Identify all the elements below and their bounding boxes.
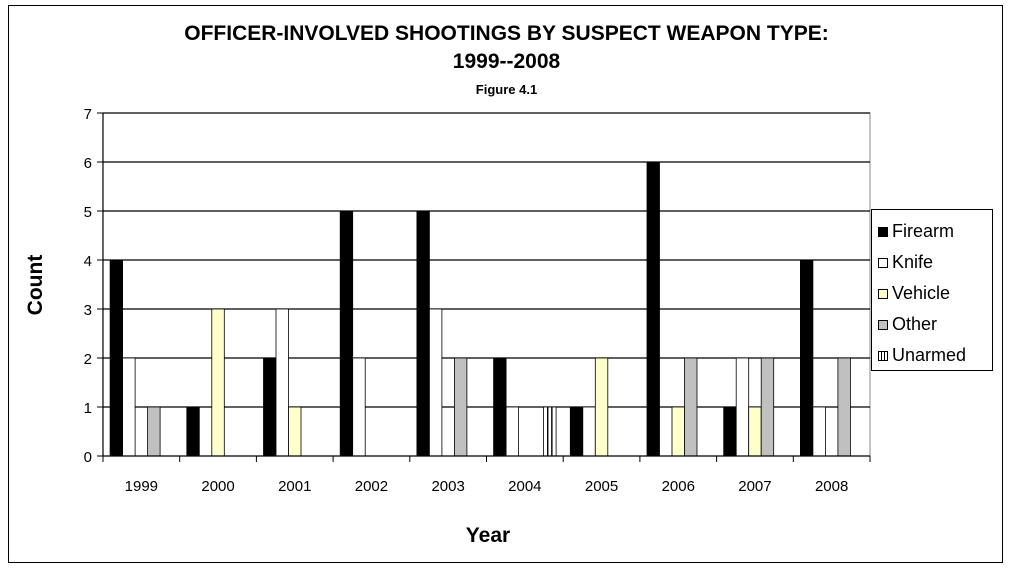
legend-label-unarmed: Unarmed [892,345,966,366]
legend: Firearm Knife Vehicle Other Unarmed [871,209,993,371]
x-tick-label: 2002 [355,478,388,495]
bar-knife-2007 [736,358,749,456]
bar-other-1999 [148,407,161,456]
bar-firearm-2000 [187,407,200,456]
bar-knife-2004 [506,407,518,456]
x-tick-label: 1999 [125,478,158,495]
y-tick-label: 2 [84,351,92,368]
y-tick-label: 4 [84,253,92,270]
bar-firearm-2006 [647,162,660,456]
legend-item-knife: Knife [878,247,992,278]
x-tick-label: 2003 [431,478,464,495]
bar-knife-2001 [276,309,289,456]
bar-vehicle-2006 [672,407,685,456]
bar-firearm-2005 [570,407,583,456]
bar-firearm-2001 [264,358,277,456]
legend-swatch-knife [878,258,888,268]
bar-firearm-2002 [340,211,353,456]
legend-swatch-firearm [878,227,888,237]
x-tick-label: 2001 [278,478,311,495]
x-tick-label: 2000 [201,478,234,495]
x-tick-label: 2005 [585,478,618,495]
bar-other-2008 [838,358,851,456]
legend-item-other: Other [878,309,992,340]
x-tick-label: 2004 [508,478,541,495]
y-tick-label: 5 [84,204,92,221]
bar-vehicle-2000 [212,309,225,456]
legend-label-knife: Knife [892,252,933,273]
bar-unarmed-2004 [544,407,557,456]
legend-item-vehicle: Vehicle [878,278,992,309]
bar-firearm-2007 [724,407,737,456]
bar-vehicle-2001 [289,407,302,456]
legend-swatch-vehicle [878,289,888,299]
legend-label-other: Other [892,314,937,335]
bar-knife-2008 [813,407,826,456]
bar-knife-2002 [353,358,366,456]
bar-firearm-2004 [494,358,507,456]
y-tick-label: 1 [84,400,92,417]
legend-swatch-other [878,320,888,330]
bar-vehicle-2005 [595,358,608,456]
x-tick-label: 2007 [738,478,771,495]
y-tick-label: 3 [84,302,92,319]
y-tick-label: 7 [84,106,92,123]
bar-firearm-1999 [110,260,123,456]
bar-knife-1999 [123,358,136,456]
legend-label-vehicle: Vehicle [892,283,950,304]
legend-label-firearm: Firearm [892,221,954,242]
bar-knife-2003 [429,309,442,456]
bar-firearm-2003 [417,211,430,456]
legend-item-unarmed: Unarmed [878,340,992,371]
bar-other-2007 [761,358,774,456]
legend-item-firearm: Firearm [878,216,992,247]
bar-firearm-2008 [800,260,813,456]
x-tick-label: 2008 [815,478,848,495]
bar-knife-2005 [583,407,596,456]
y-tick-label: 6 [84,155,92,172]
bar-other-2006 [685,358,698,456]
bar-vehicle-2007 [749,407,762,456]
x-tick-label: 2006 [662,478,695,495]
bar-other-2003 [454,358,467,456]
y-tick-label: 0 [84,449,92,466]
legend-swatch-unarmed [878,351,888,361]
